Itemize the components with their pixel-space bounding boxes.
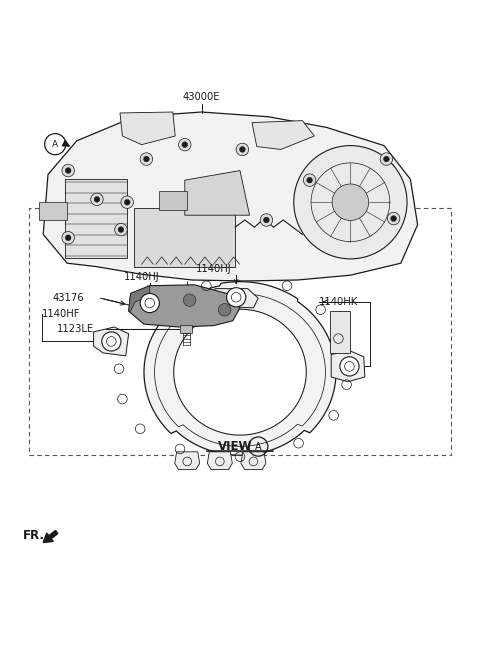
Circle shape bbox=[182, 142, 188, 148]
Text: A: A bbox=[52, 140, 58, 149]
Circle shape bbox=[62, 232, 74, 244]
Circle shape bbox=[294, 146, 407, 259]
Text: 1140HJ: 1140HJ bbox=[124, 272, 159, 282]
Circle shape bbox=[124, 199, 130, 205]
Polygon shape bbox=[252, 121, 314, 150]
Polygon shape bbox=[94, 327, 129, 356]
Text: 1140HF: 1140HF bbox=[42, 308, 81, 319]
Circle shape bbox=[260, 214, 273, 226]
Polygon shape bbox=[175, 452, 200, 470]
Circle shape bbox=[236, 143, 249, 155]
Polygon shape bbox=[180, 325, 192, 333]
Circle shape bbox=[118, 227, 124, 232]
Polygon shape bbox=[212, 289, 258, 308]
Circle shape bbox=[240, 146, 245, 152]
Bar bbox=[29, 208, 451, 455]
Circle shape bbox=[144, 156, 149, 162]
Text: FR.: FR. bbox=[23, 529, 45, 542]
Circle shape bbox=[65, 168, 71, 173]
FancyArrow shape bbox=[43, 531, 58, 543]
Polygon shape bbox=[185, 171, 250, 215]
Polygon shape bbox=[129, 286, 150, 311]
Circle shape bbox=[115, 223, 127, 236]
Circle shape bbox=[62, 164, 74, 177]
Text: 43176: 43176 bbox=[52, 293, 84, 303]
Polygon shape bbox=[134, 208, 235, 266]
Circle shape bbox=[140, 153, 153, 165]
Polygon shape bbox=[120, 112, 175, 144]
Circle shape bbox=[91, 193, 103, 205]
Polygon shape bbox=[129, 285, 240, 327]
Text: 43000E: 43000E bbox=[183, 92, 220, 102]
Text: A: A bbox=[255, 441, 262, 451]
Circle shape bbox=[332, 184, 369, 220]
Circle shape bbox=[183, 294, 196, 306]
Bar bbox=[159, 191, 187, 211]
Polygon shape bbox=[144, 281, 336, 455]
Text: 1140HJ: 1140HJ bbox=[196, 264, 231, 274]
Text: 1140HK: 1140HK bbox=[319, 297, 359, 306]
Circle shape bbox=[143, 298, 155, 311]
Circle shape bbox=[94, 197, 100, 202]
Circle shape bbox=[307, 177, 312, 183]
Circle shape bbox=[340, 357, 359, 376]
Text: 1123LE: 1123LE bbox=[57, 325, 94, 335]
Circle shape bbox=[391, 216, 396, 222]
Polygon shape bbox=[207, 452, 232, 470]
Circle shape bbox=[380, 153, 393, 165]
Polygon shape bbox=[330, 311, 350, 353]
Circle shape bbox=[179, 138, 191, 151]
Circle shape bbox=[140, 293, 159, 313]
Circle shape bbox=[264, 217, 269, 223]
Circle shape bbox=[218, 304, 231, 316]
Circle shape bbox=[121, 196, 133, 209]
Text: VIEW: VIEW bbox=[218, 440, 252, 453]
Polygon shape bbox=[131, 291, 163, 315]
Circle shape bbox=[227, 288, 246, 307]
Polygon shape bbox=[65, 179, 127, 258]
Polygon shape bbox=[174, 309, 306, 435]
Circle shape bbox=[65, 235, 71, 241]
Polygon shape bbox=[241, 452, 266, 470]
Circle shape bbox=[303, 174, 316, 186]
Polygon shape bbox=[331, 351, 365, 382]
Polygon shape bbox=[39, 202, 67, 220]
Circle shape bbox=[384, 156, 389, 162]
Polygon shape bbox=[43, 112, 418, 281]
Circle shape bbox=[387, 213, 400, 225]
Circle shape bbox=[102, 332, 121, 351]
